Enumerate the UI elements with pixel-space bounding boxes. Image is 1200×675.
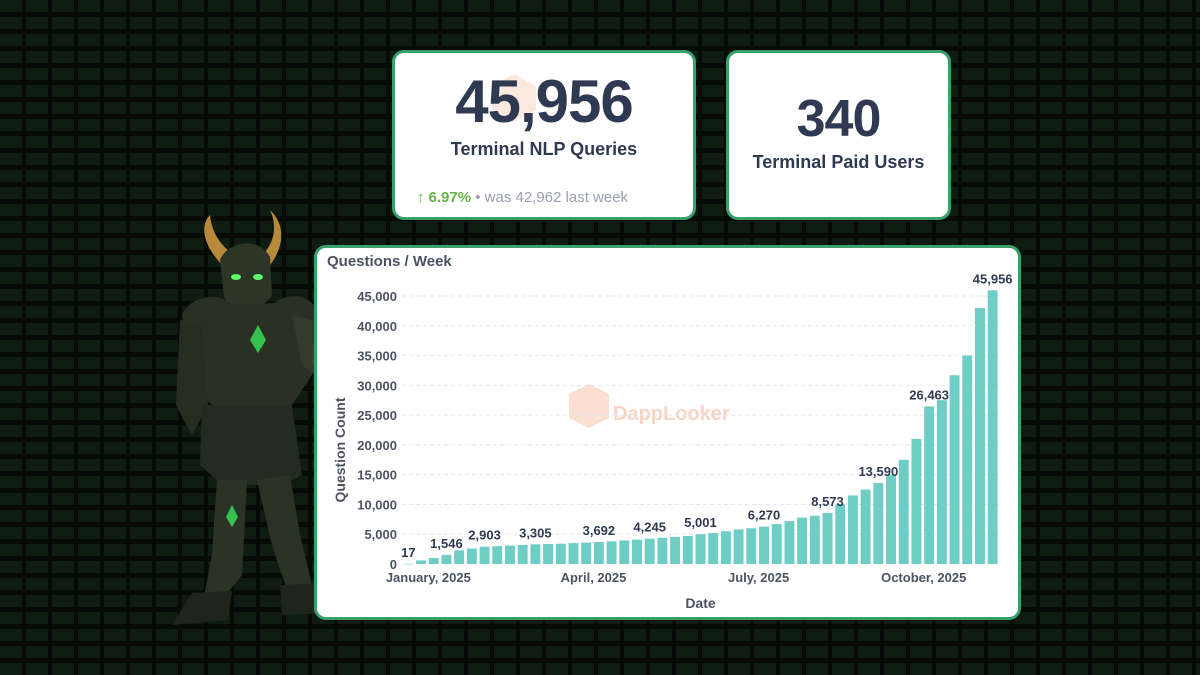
y-tick-label: 40,000 — [357, 319, 397, 334]
bar — [835, 504, 846, 564]
data-label: 2,903 — [468, 528, 501, 543]
data-label: 1,546 — [430, 536, 463, 551]
dapplooker-logo-watermark — [492, 74, 536, 122]
bar — [733, 529, 744, 564]
paid-users-label: Terminal Paid Users — [752, 152, 925, 172]
bar — [873, 483, 884, 564]
data-label: 4,245 — [633, 520, 666, 535]
bar — [987, 290, 998, 564]
weekly-trend: ↑ 6.97% • was 42,962 last week — [417, 189, 628, 206]
bar — [619, 540, 630, 564]
bar — [822, 512, 833, 564]
dapplooker-watermark-text: DappLooker — [613, 403, 730, 425]
y-tick-label: 30,000 — [357, 378, 397, 393]
data-label: 8,573 — [811, 494, 844, 509]
bar — [962, 355, 973, 564]
bar — [530, 544, 541, 564]
bar — [759, 526, 769, 564]
bar — [441, 554, 452, 564]
trend-percent: 6.97% — [428, 189, 472, 206]
x-tick-label: October, 2025 — [881, 570, 966, 585]
bar — [847, 495, 858, 564]
bar — [746, 528, 757, 564]
data-label: 26,463 — [909, 387, 949, 402]
bar — [581, 542, 592, 564]
nlp-queries-value: 45,956 — [455, 68, 634, 135]
y-axis-title: Question Count — [332, 397, 348, 502]
data-label: 45,956 — [973, 271, 1013, 286]
questions-per-week-chart: DappLooker 0 5,000 10,000 15,000 20,000 25,000… — [332, 271, 1013, 611]
bar — [632, 539, 642, 564]
bar — [771, 524, 782, 564]
bar — [809, 515, 820, 564]
arrow-up-icon: ↑ — [417, 189, 425, 206]
bar — [911, 438, 922, 564]
bar — [555, 543, 566, 564]
bar — [720, 531, 731, 564]
bar — [695, 534, 706, 564]
bar — [593, 542, 604, 564]
bar — [479, 546, 490, 564]
nlp-queries-label: Terminal NLP Queries — [450, 139, 638, 159]
bar — [428, 558, 439, 564]
nlp-queries-card: 45,956 Terminal NLP Queries ↑ 6.97% • was… — [392, 50, 696, 220]
x-tick-label: July, 2025 — [728, 570, 789, 585]
data-label: 3,692 — [583, 523, 616, 538]
data-label: 3,305 — [519, 525, 552, 540]
bar — [403, 563, 414, 565]
bar — [682, 536, 693, 564]
x-tick-label: January, 2025 — [386, 570, 471, 585]
bar — [784, 521, 795, 564]
bar — [606, 541, 617, 564]
dapplooker-watermark-icon — [569, 384, 609, 428]
bar — [974, 307, 985, 564]
y-tick-label: 35,000 — [357, 349, 397, 364]
y-tick-label: 25,000 — [357, 408, 397, 423]
bar — [454, 550, 465, 564]
data-label: 13,590 — [858, 464, 898, 479]
x-tick-label: April, 2025 — [561, 570, 627, 585]
y-tick-label: 5,000 — [364, 527, 397, 542]
bar — [898, 459, 909, 564]
y-tick-label: 0 — [390, 557, 397, 572]
bar — [860, 489, 871, 564]
paid-users-value: 340 — [796, 90, 882, 148]
bar — [466, 548, 477, 564]
bar — [492, 546, 503, 564]
data-label: 17 — [401, 545, 415, 560]
questions-per-week-card: Questions / Week DappLooker 0 5,000 10,000 1… — [314, 245, 1021, 620]
y-tick-label: 20,000 — [357, 438, 397, 453]
bar — [886, 474, 896, 564]
data-label: 5,001 — [684, 515, 717, 530]
bar — [657, 537, 668, 564]
paid-users-card: 340 Terminal Paid Users — [726, 50, 951, 220]
bar — [517, 544, 528, 564]
bar — [416, 560, 427, 564]
bar — [505, 545, 515, 564]
bar — [797, 517, 808, 564]
x-axis-title: Date — [685, 595, 716, 611]
y-tick-label: 10,000 — [357, 497, 397, 512]
bar — [543, 544, 554, 564]
y-tick-label: 45,000 — [357, 289, 397, 304]
bar — [708, 533, 719, 564]
bar — [949, 375, 960, 564]
chart-title: Questions / Week — [327, 253, 452, 270]
bar — [644, 538, 655, 564]
bar — [936, 400, 947, 564]
y-tick-label: 15,000 — [357, 468, 397, 483]
data-label: 6,270 — [748, 508, 781, 523]
bar — [924, 406, 935, 564]
bar — [670, 536, 681, 564]
trend-previous-value: • was 42,962 last week — [475, 189, 629, 206]
bar — [568, 543, 579, 564]
